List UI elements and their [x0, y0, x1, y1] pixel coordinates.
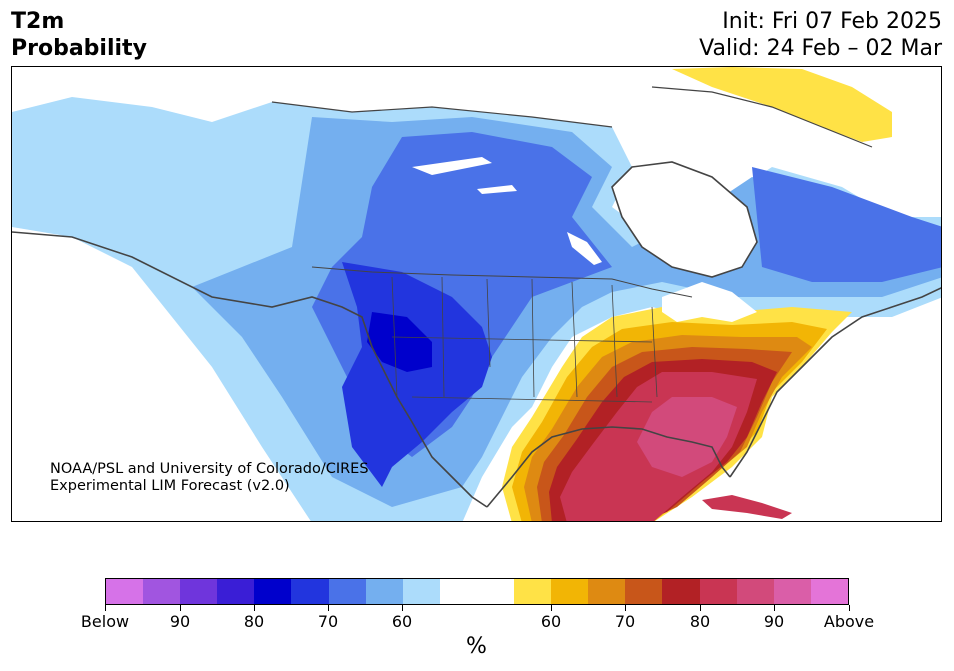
lake-2 [477, 185, 517, 194]
coastline-gulf [486, 426, 731, 508]
colorbar-tick-label: 70 [317, 612, 339, 631]
colorbar-tick [254, 605, 255, 611]
colorbar-swatch [625, 579, 663, 604]
colorbar-tick-label: Below [80, 612, 130, 631]
colorbar-swatch [106, 579, 144, 604]
coastline-hudson [611, 161, 758, 278]
colorbar-tick-label: 80 [243, 612, 265, 631]
coastline-west [12, 231, 488, 508]
map-canvas [12, 67, 941, 521]
state-lines [391, 276, 658, 403]
colorbar-tick-label: 90 [763, 612, 785, 631]
arctic-coast [271, 86, 873, 148]
great-lakes [662, 282, 757, 322]
cold-region-east [752, 167, 941, 282]
lake-3 [567, 232, 602, 265]
colorbar-unit: % [466, 634, 487, 659]
colorbar-tick-label: 70 [614, 612, 636, 631]
colorbar-tick-label: 60 [391, 612, 413, 631]
warm-region-90 [637, 397, 737, 477]
colorbar-swatch [365, 579, 403, 604]
colorbar-tick [700, 605, 701, 611]
colorbar-swatch [551, 579, 589, 604]
colorbar-tick [328, 605, 329, 611]
lake-1 [412, 157, 492, 175]
colorbar-swatch [402, 579, 440, 604]
title-line2: Probability [11, 36, 147, 61]
forecast-dates: Init: Fri 07 Feb 2025 Valid: 24 Feb – 02… [699, 8, 942, 62]
credit-text: NOAA/PSL and University of Colorado/CIRE… [50, 461, 369, 495]
colorbar-tick [849, 605, 850, 611]
cold-region-90 [367, 312, 432, 372]
us-canada-border [311, 266, 693, 298]
colorbar-tick-label: 90 [169, 612, 191, 631]
colorbar-tick-label: Above [823, 612, 875, 631]
colorbar-swatch [514, 579, 552, 604]
credit-line1: NOAA/PSL and University of Colorado/CIRE… [50, 461, 369, 477]
colorbar [105, 578, 849, 605]
title-line1: T2m [11, 9, 65, 34]
warm-region-cuba [702, 495, 792, 519]
colorbar-tick [774, 605, 775, 611]
colorbar-swatch [773, 579, 811, 604]
colorbar-swatch [662, 579, 700, 604]
colorbar-swatch [699, 579, 737, 604]
warm-region-arctic [672, 67, 892, 142]
colorbar-swatch [736, 579, 774, 604]
colorbar-swatch [217, 579, 255, 604]
probability-map: NOAA/PSL and University of Colorado/CIRE… [11, 66, 942, 522]
colorbar-swatch [254, 579, 292, 604]
colorbar-swatch [588, 579, 626, 604]
colorbar-swatch [810, 579, 848, 604]
map-title: T2m Probability [11, 8, 147, 62]
colorbar-tick-label: 60 [540, 612, 562, 631]
credit-line2: Experimental LIM Forecast (v2.0) [50, 478, 290, 494]
colorbar-tick-label: 80 [689, 612, 711, 631]
colorbar-swatch [180, 579, 218, 604]
valid-range: Valid: 24 Feb – 02 Mar [699, 36, 942, 61]
colorbar-tick [105, 605, 106, 611]
colorbar-swatch [143, 579, 181, 604]
colorbar-tick [180, 605, 181, 611]
coastline-east [729, 287, 941, 478]
colorbar-swatch [439, 579, 477, 604]
colorbar-tick [402, 605, 403, 611]
colorbar-swatch [328, 579, 366, 604]
colorbar-swatch [291, 579, 329, 604]
init-date: Init: Fri 07 Feb 2025 [722, 9, 942, 34]
colorbar-swatch [476, 579, 515, 604]
colorbar-tick [551, 605, 552, 611]
colorbar-tick [625, 605, 626, 611]
